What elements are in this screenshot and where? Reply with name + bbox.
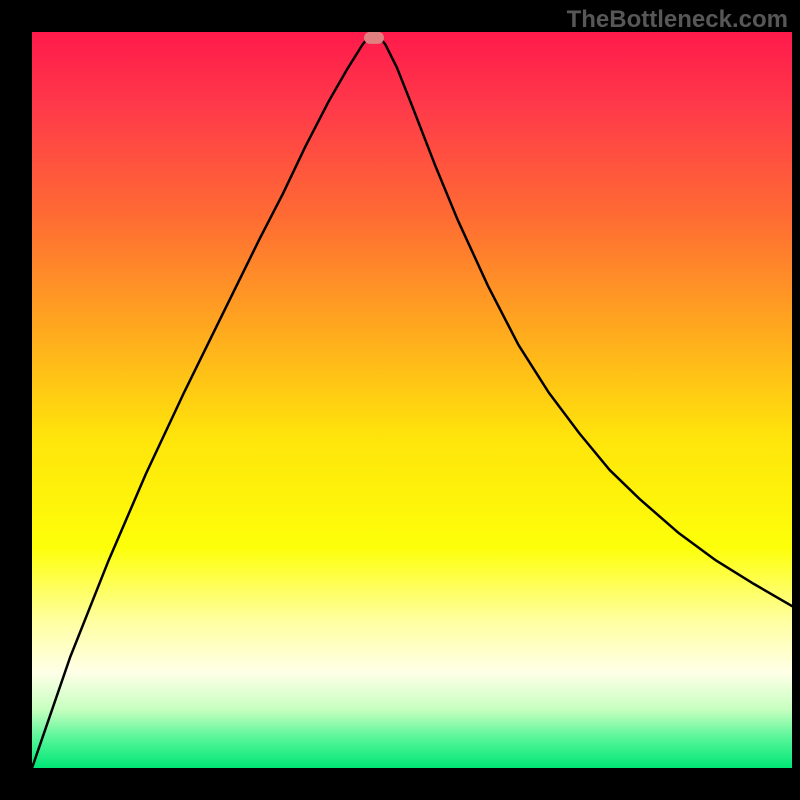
chart-border [0,0,800,800]
chart-container: TheBottleneck.com [0,0,800,800]
watermark-label: TheBottleneck.com [567,6,788,34]
